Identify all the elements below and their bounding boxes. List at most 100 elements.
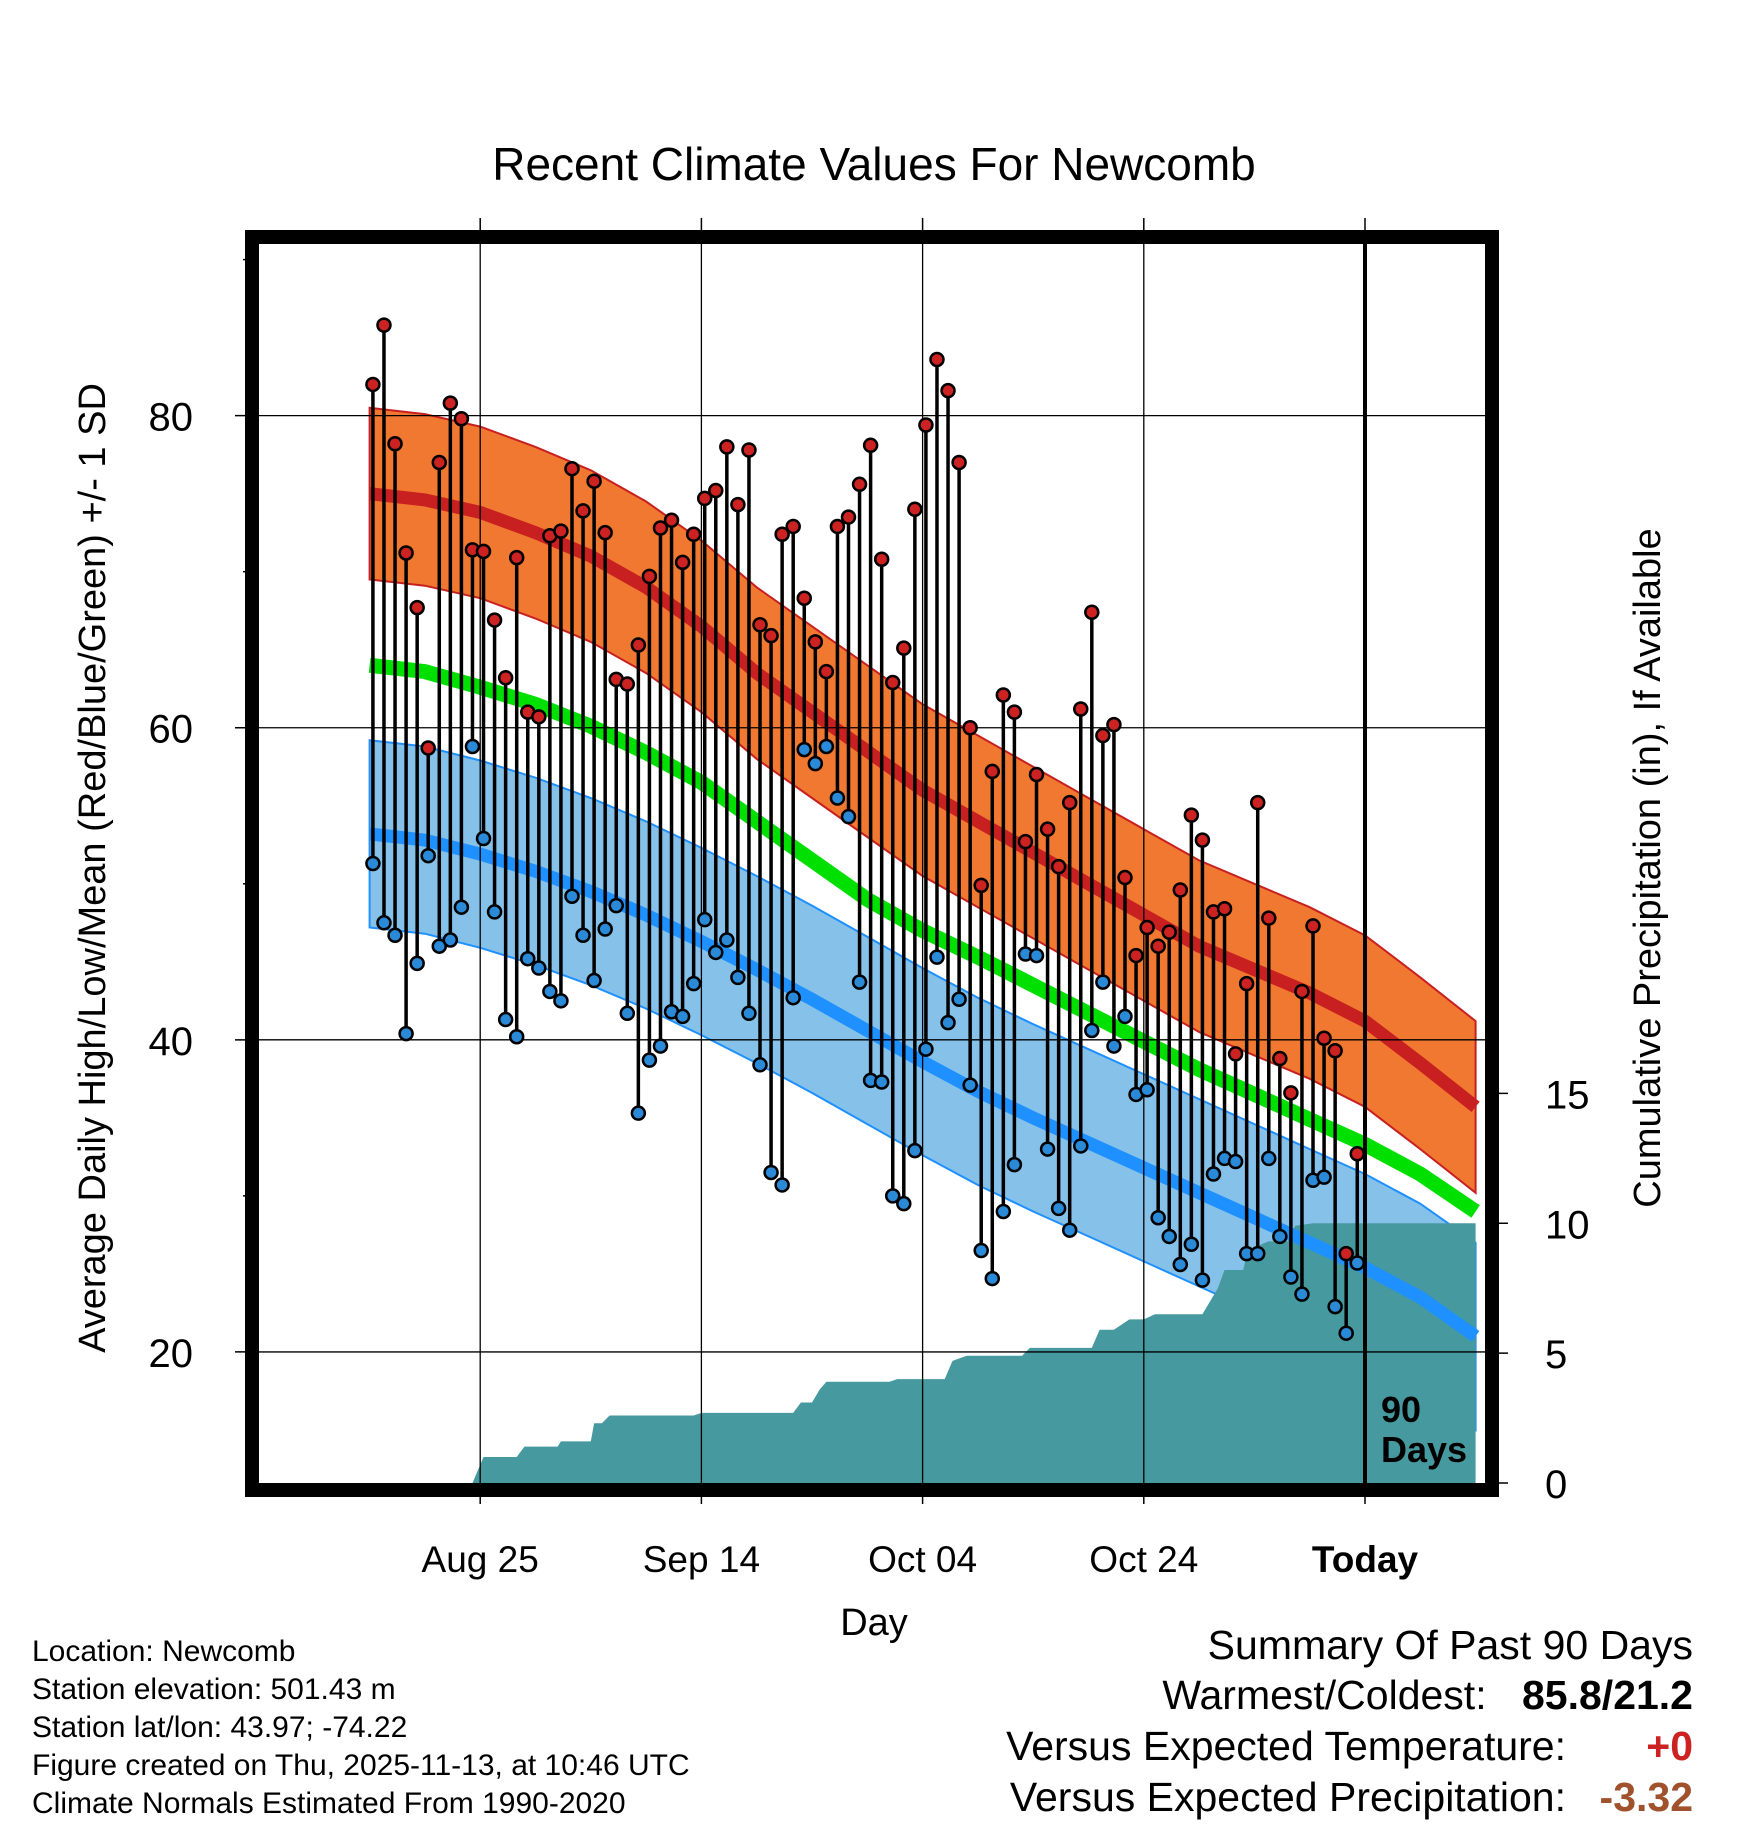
daily-high-point bbox=[1216, 901, 1233, 917]
footer-location: Location: Newcomb bbox=[32, 1635, 296, 1668]
daily-low-point bbox=[508, 1028, 525, 1045]
daily-high-point bbox=[1183, 807, 1200, 823]
daily-high-point bbox=[763, 627, 779, 644]
daily-low-point bbox=[796, 741, 813, 758]
y-left-tick-label: 60 bbox=[149, 708, 194, 752]
daily-high-point bbox=[829, 518, 846, 535]
daily-low-point bbox=[1161, 1228, 1177, 1245]
daily-high-point bbox=[774, 526, 790, 542]
daily-low-point bbox=[1283, 1269, 1299, 1285]
daily-low-point bbox=[486, 904, 503, 920]
daily-high-point bbox=[1349, 1145, 1366, 1162]
x-tick-label: Oct 04 bbox=[868, 1539, 977, 1580]
daily-low-point bbox=[918, 1041, 934, 1057]
daily-high-point bbox=[575, 503, 591, 519]
daily-low-point bbox=[973, 1242, 989, 1259]
daily-low-point bbox=[608, 897, 624, 914]
daily-high-point bbox=[531, 709, 547, 725]
daily-high-point bbox=[940, 382, 956, 399]
daily-low-point bbox=[730, 969, 746, 986]
daily-low-point bbox=[940, 1014, 956, 1031]
daily-high-point bbox=[376, 317, 392, 333]
daily-low-point bbox=[1150, 1209, 1166, 1226]
daily-high-point bbox=[1006, 704, 1023, 720]
daily-low-point bbox=[696, 911, 713, 928]
daily-low-point bbox=[619, 1005, 636, 1022]
today-marker-line1: 90 bbox=[1381, 1389, 1421, 1430]
daily-high-point bbox=[1073, 701, 1089, 717]
daily-high-point bbox=[741, 442, 757, 458]
daily-low-point bbox=[685, 975, 702, 992]
daily-low-point bbox=[564, 888, 580, 905]
y-right-tick-label: 15 bbox=[1545, 1073, 1590, 1117]
x-axis-label: Day bbox=[840, 1602, 908, 1644]
daily-low-point bbox=[1349, 1255, 1366, 1271]
daily-low-point bbox=[542, 983, 558, 1000]
daily-high-point bbox=[785, 518, 801, 535]
daily-low-point bbox=[586, 972, 602, 989]
daily-high-point bbox=[918, 417, 934, 433]
daily-high-point bbox=[1095, 727, 1111, 744]
daily-low-point bbox=[641, 1052, 658, 1068]
daily-high-point bbox=[1327, 1043, 1343, 1059]
daily-high-point bbox=[1150, 938, 1166, 954]
daily-high-point bbox=[586, 473, 602, 489]
daily-low-point bbox=[807, 755, 824, 772]
daily-low-point bbox=[398, 1025, 414, 1042]
daily-high-point bbox=[896, 640, 912, 656]
daily-low-point bbox=[674, 1008, 691, 1025]
daily-high-point bbox=[431, 454, 448, 471]
daily-low-point bbox=[531, 960, 547, 976]
daily-low-point bbox=[962, 1077, 978, 1093]
daily-low-point bbox=[597, 921, 613, 937]
daily-high-point bbox=[1017, 833, 1034, 850]
daily-low-point bbox=[818, 738, 835, 755]
daily-high-point bbox=[840, 509, 857, 525]
daily-low-point bbox=[851, 974, 868, 990]
daily-high-point bbox=[1084, 604, 1100, 621]
daily-high-point bbox=[807, 634, 824, 650]
daily-low-point bbox=[1327, 1298, 1343, 1315]
summary-precip-value: -3.32 bbox=[1599, 1774, 1693, 1820]
daily-low-point bbox=[1006, 1156, 1023, 1173]
daily-low-point bbox=[1227, 1153, 1244, 1170]
chart-title: Recent Climate Values For Newcomb bbox=[492, 138, 1256, 190]
daily-high-point bbox=[1117, 869, 1133, 886]
daily-low-point bbox=[929, 949, 945, 965]
daily-high-point bbox=[1061, 794, 1078, 811]
summary-temp-value: +0 bbox=[1646, 1723, 1693, 1769]
footer-normals: Climate Normals Estimated From 1990-2020 bbox=[32, 1787, 626, 1820]
daily-high-point bbox=[619, 676, 636, 692]
footer-created: Figure created on Thu, 2025-11-13, at 10… bbox=[32, 1749, 690, 1782]
daily-low-point bbox=[763, 1164, 779, 1181]
daily-low-point bbox=[785, 989, 801, 1006]
footer-latlon: Station lat/lon: 43.97; -74.22 bbox=[32, 1711, 408, 1744]
daily-low-point bbox=[907, 1142, 923, 1159]
daily-high-point bbox=[884, 674, 901, 691]
daily-low-point bbox=[652, 1038, 669, 1054]
daily-low-point bbox=[409, 955, 425, 972]
y-left-tick-label: 20 bbox=[149, 1332, 194, 1376]
daily-high-point bbox=[685, 526, 702, 542]
daily-high-point bbox=[1283, 1085, 1299, 1101]
daily-low-point bbox=[1039, 1141, 1056, 1157]
x-tick-label: Sep 14 bbox=[643, 1539, 760, 1580]
daily-high-point bbox=[652, 520, 669, 536]
daily-high-point bbox=[907, 501, 923, 518]
daily-low-point bbox=[774, 1177, 790, 1193]
daily-high-point bbox=[1272, 1050, 1288, 1067]
summary-warmest-row: Warmest/Coldest: 85.8/21.2 bbox=[1162, 1672, 1693, 1719]
daily-high-point bbox=[962, 719, 978, 736]
summary-temp-label: Versus Expected Temperature: bbox=[1006, 1723, 1566, 1769]
daily-high-point bbox=[973, 877, 989, 894]
daily-high-point bbox=[1294, 983, 1310, 1000]
daily-low-point bbox=[1338, 1325, 1354, 1341]
daily-high-point bbox=[641, 568, 658, 585]
daily-high-point bbox=[486, 612, 503, 628]
daily-high-point bbox=[1305, 918, 1321, 934]
today-marker-line2: Days bbox=[1381, 1429, 1467, 1470]
x-tick-label: Today bbox=[1312, 1539, 1419, 1580]
daily-low-point bbox=[752, 1057, 768, 1073]
axes: 20 40 60 80 0 5 10 15 Aug 25 Sep 14 Oct 04 Oct 24 To… bbox=[149, 218, 1590, 1580]
